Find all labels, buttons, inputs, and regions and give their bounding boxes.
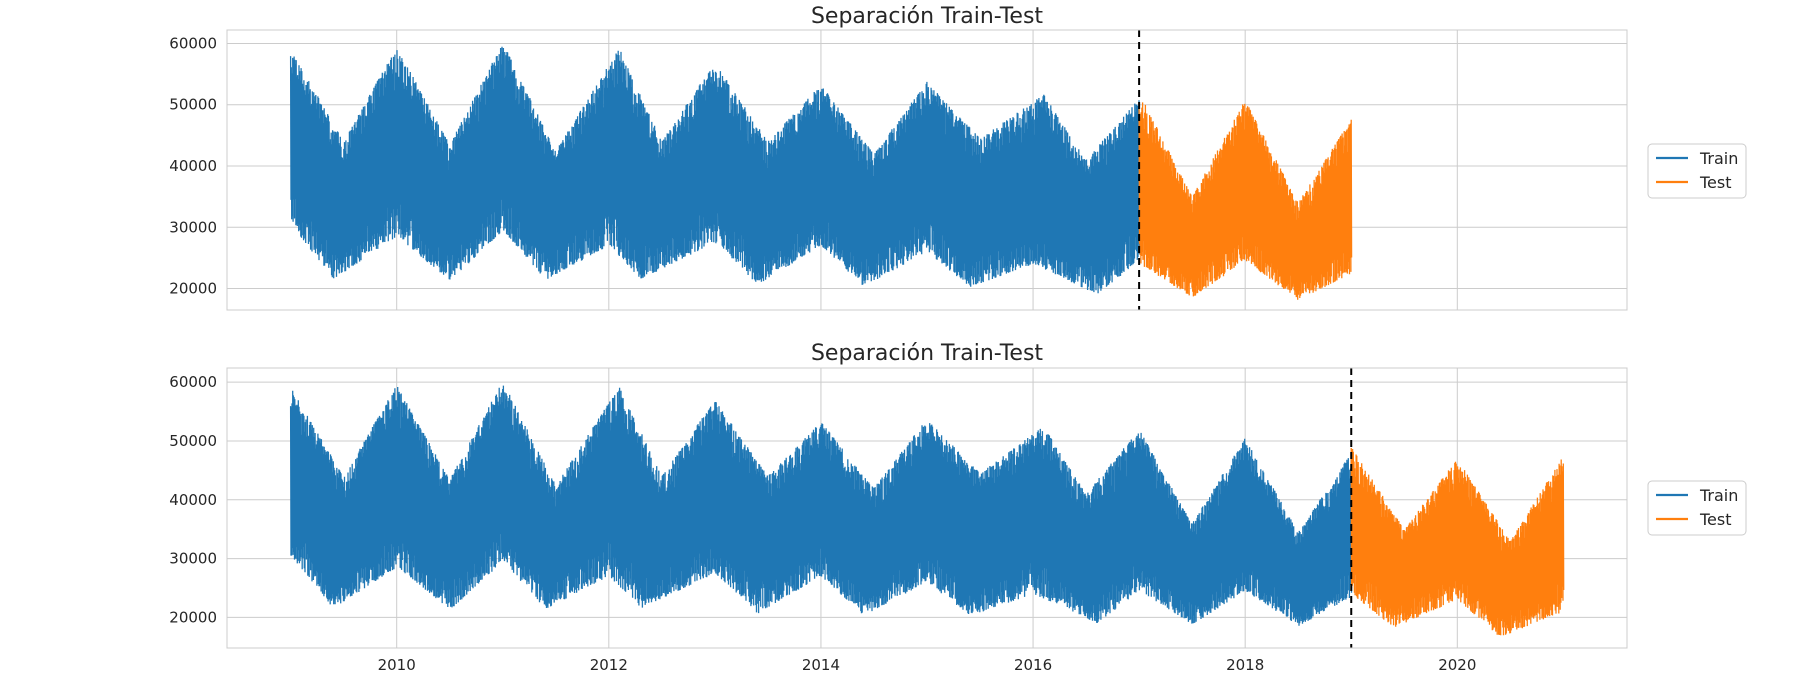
legend-label-train-top: Train — [1699, 149, 1738, 168]
y-tick-label-30000: 30000 — [169, 550, 217, 568]
x-tick-label-2010: 2010 — [378, 656, 416, 674]
y-tick-label-40000: 40000 — [169, 491, 217, 509]
y-ticks-bottom: 20000 30000 40000 50000 60000 — [169, 373, 217, 626]
chart-title-top: Separación Train-Test — [811, 4, 1043, 29]
x-ticks-bottom: 2010 2012 2014 2016 2018 2020 — [378, 656, 1477, 674]
y-tick-label-50000: 50000 — [169, 96, 217, 114]
x-tick-label-2020: 2020 — [1438, 656, 1476, 674]
x-tick-label-2014: 2014 — [802, 656, 840, 674]
y-ticks-top: 20000 30000 40000 50000 60000 — [169, 34, 217, 297]
legend-label-test-top: Test — [1699, 173, 1732, 192]
legend-label-train-bottom: Train — [1699, 486, 1738, 505]
y-tick-label-30000: 30000 — [169, 218, 217, 236]
series-layer-top — [289, 46, 1353, 300]
x-tick-label-2016: 2016 — [1014, 656, 1052, 674]
y-tick-label-20000: 20000 — [169, 280, 217, 298]
x-tick-label-2018: 2018 — [1226, 656, 1264, 674]
y-tick-label-60000: 60000 — [169, 373, 217, 391]
plot-border-top — [226, 29, 1628, 311]
series-train-top — [289, 46, 1141, 294]
chart-title-bottom: Separación Train-Test — [811, 341, 1043, 366]
y-tick-label-20000: 20000 — [169, 608, 217, 626]
series-layer-bottom — [289, 385, 1565, 636]
y-tick-label-60000: 60000 — [169, 34, 217, 52]
legend-bottom: Train Test — [1647, 480, 1747, 536]
legend-top: Train Test — [1647, 143, 1747, 199]
series-train-bottom — [289, 385, 1353, 626]
x-tick-label-2012: 2012 — [590, 656, 628, 674]
legend-label-test-bottom: Test — [1699, 510, 1732, 529]
y-tick-label-50000: 50000 — [169, 432, 217, 450]
plot-border-bottom — [226, 367, 1628, 649]
subplot-top: 20000 30000 40000 50000 60000 Separación Tra… — [169, 4, 1747, 311]
y-tick-label-40000: 40000 — [169, 157, 217, 175]
